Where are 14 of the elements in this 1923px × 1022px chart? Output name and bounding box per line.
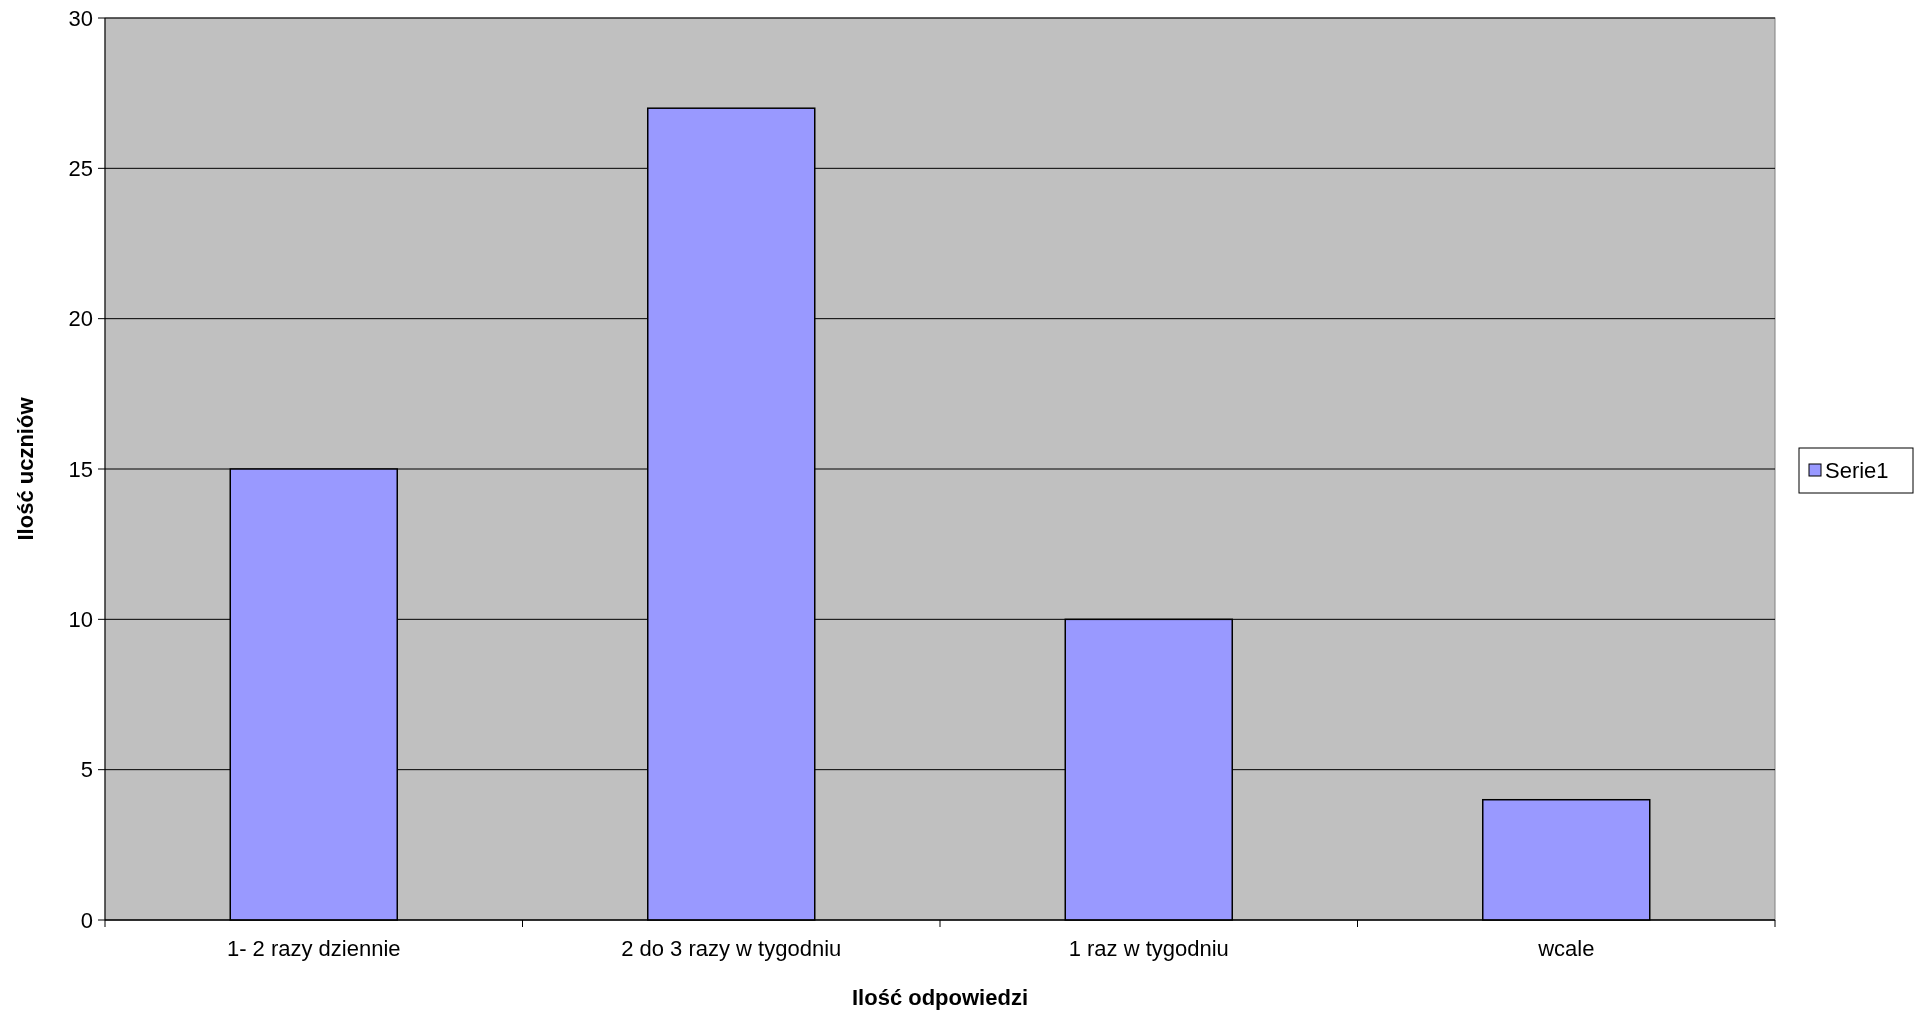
y-tick-label: 20 <box>68 306 93 332</box>
y-tick-label: 10 <box>68 607 93 633</box>
x-tick-label: 1 raz w tygodniu <box>1068 936 1229 961</box>
y-tick-label: 25 <box>68 156 93 182</box>
x-tick-label: 1- 2 razy dziennie <box>226 936 401 961</box>
y-tick-label: 15 <box>68 456 93 482</box>
x-axis-title: Ilość odpowiedzi <box>851 985 1029 1010</box>
y-tick-label: 30 <box>68 5 93 31</box>
legend-label: Serie1 <box>1825 457 1889 483</box>
y-tick-label: 5 <box>80 757 93 783</box>
x-tick-label: 2 do 3 razy w tygodniu <box>621 936 842 961</box>
y-tick-label: 0 <box>80 907 93 933</box>
x-tick-label: wcale <box>1537 936 1595 961</box>
y-axis-title: Ilość uczniów <box>13 396 38 541</box>
